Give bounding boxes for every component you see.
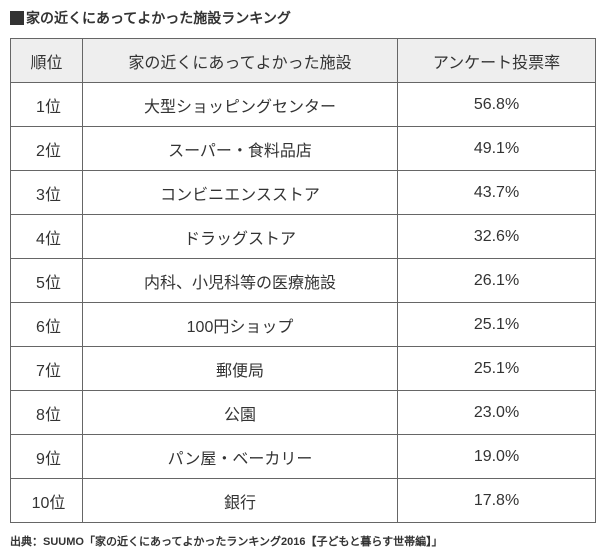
table-row: 9位 パン屋・ベーカリー 19.0% [11, 435, 596, 479]
cell-rank: 9位 [11, 435, 83, 479]
ranking-table: 順位 家の近くにあってよかった施設 アンケート投票率 1位 大型ショッピングセン… [10, 38, 596, 523]
cell-facility: パン屋・ベーカリー [83, 435, 398, 479]
table-row: 10位 銀行 17.8% [11, 479, 596, 523]
cell-rank: 5位 [11, 259, 83, 303]
cell-facility: 大型ショッピングセンター [83, 83, 398, 127]
cell-rank: 4位 [11, 215, 83, 259]
cell-percent: 19.0% [398, 435, 596, 479]
cell-facility: ドラッグストア [83, 215, 398, 259]
cell-facility: コンビニエンスストア [83, 171, 398, 215]
cell-rank: 6位 [11, 303, 83, 347]
table-row: 7位 郵便局 25.1% [11, 347, 596, 391]
cell-rank: 3位 [11, 171, 83, 215]
cell-percent: 17.8% [398, 479, 596, 523]
table-row: 6位 100円ショップ 25.1% [11, 303, 596, 347]
cell-rank: 7位 [11, 347, 83, 391]
header-rank: 順位 [11, 39, 83, 83]
source-citation: 出典：SUUMO「家の近くにあってよかったランキング2016【子どもと暮らす世帯… [10, 533, 595, 549]
table-row: 8位 公園 23.0% [11, 391, 596, 435]
cell-rank: 8位 [11, 391, 83, 435]
table-row: 3位 コンビニエンスストア 43.7% [11, 171, 596, 215]
cell-rank: 10位 [11, 479, 83, 523]
table-header-row: 順位 家の近くにあってよかった施設 アンケート投票率 [11, 39, 596, 83]
cell-rank: 2位 [11, 127, 83, 171]
cell-facility: 銀行 [83, 479, 398, 523]
cell-percent: 26.1% [398, 259, 596, 303]
cell-percent: 32.6% [398, 215, 596, 259]
cell-percent: 43.7% [398, 171, 596, 215]
table-row: 1位 大型ショッピングセンター 56.8% [11, 83, 596, 127]
header-percent: アンケート投票率 [398, 39, 596, 83]
cell-percent: 25.1% [398, 303, 596, 347]
table-row: 2位 スーパー・食料品店 49.1% [11, 127, 596, 171]
cell-percent: 56.8% [398, 83, 596, 127]
cell-facility: 公園 [83, 391, 398, 435]
cell-facility: 100円ショップ [83, 303, 398, 347]
header-facility: 家の近くにあってよかった施設 [83, 39, 398, 83]
table-row: 5位 内科、小児科等の医療施設 26.1% [11, 259, 596, 303]
cell-percent: 49.1% [398, 127, 596, 171]
page-title: 家の近くにあってよかった施設ランキング [26, 8, 291, 28]
page-title-row: 家の近くにあってよかった施設ランキング [10, 8, 595, 28]
cell-percent: 23.0% [398, 391, 596, 435]
cell-facility: スーパー・食料品店 [83, 127, 398, 171]
cell-facility: 郵便局 [83, 347, 398, 391]
cell-rank: 1位 [11, 83, 83, 127]
cell-percent: 25.1% [398, 347, 596, 391]
cell-facility: 内科、小児科等の医療施設 [83, 259, 398, 303]
title-bullet-icon [10, 11, 24, 25]
table-row: 4位 ドラッグストア 32.6% [11, 215, 596, 259]
